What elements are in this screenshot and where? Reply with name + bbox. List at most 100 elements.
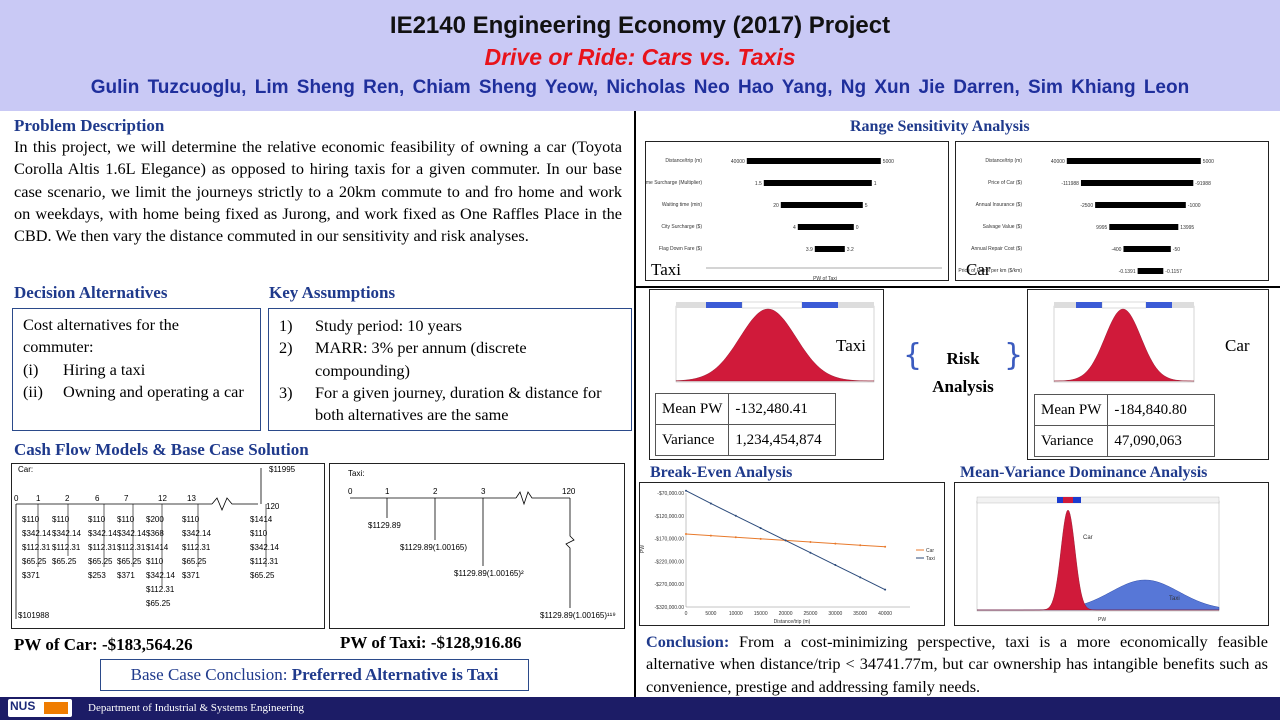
breakeven-xlabel: Distance/trip (m) [774,619,811,625]
nus-logo-text: NUS [10,699,36,713]
tornado-bar [1095,202,1186,208]
tornado-bar [1109,224,1179,230]
car-mean-value: -184,840.80 [1107,394,1216,426]
taxi-flow-120: $1129.89(1.00165)¹¹⁹ [540,611,616,620]
breakeven-point [809,541,812,544]
car-cashflow-value: $65.25 [250,571,275,580]
breakeven-point [859,544,862,547]
taxi-flow-3: $1129.89(1.00165)² [454,569,524,578]
tornado-bar [1080,180,1194,186]
decision-item: (ii) Owning and operating a car [23,381,244,401]
breakeven-point [734,536,737,539]
breakeven-ytick: -$170,000.00 [655,537,685,543]
tornado-parameter: Price of Petrol per km ($/km) [958,268,1022,274]
tornado-parameter: Annual Repair Cost ($) [971,246,1022,252]
tornado-axis-title: PW of Taxi [813,276,837,280]
tornado-low: -0.1391 [1119,269,1136,275]
car-cashflow-value: $110 [182,515,200,524]
pw-car: PW of Car: -$183,564.26 [14,635,193,654]
tornado-low: -400 [1111,247,1121,253]
car-mean-label: Mean PW [1033,394,1109,426]
car-cashflow-value: $110 [250,529,268,538]
tornado-high: 5 [865,203,868,209]
car-cashflow-top: $11995 [269,465,296,474]
car-tick: 12 [158,494,167,503]
car-tick: 120 [266,502,280,511]
taxi-flow-1: $1129.89 [368,521,401,530]
breakeven-xtick: 10000 [729,611,743,617]
car-cashflow-value: $371 [117,571,135,580]
car-cashflow-label: Car: [18,465,33,474]
car-cashflow-value: $112.31 [52,543,81,552]
breakeven-xtick: 30000 [828,611,842,617]
range-divider [636,286,1280,288]
tornado-high: 5000 [1203,159,1214,165]
tornado-parameter: Annual Insurance ($) [976,202,1023,208]
taxi-cashflow-label: Taxi: [348,469,364,478]
nus-logo-shape-icon [44,702,68,714]
tornado-parameter: Flag Down Fare ($) [659,246,702,252]
car-cashflow-value: $112.31 [182,543,211,552]
tornado-low: 40000 [1051,159,1065,165]
car-tick: 13 [187,494,196,503]
assumptions-heading: Key Assumptions [269,283,396,302]
taxi-variance-label: Variance [654,424,730,456]
tornado-high: -91988 [1195,181,1211,187]
breakeven-heading: Break-Even Analysis [650,464,793,481]
tornado-bar [797,224,854,230]
breakeven-point [734,514,737,517]
car-cashflow-diagram: Car: $101988 $11995 0 1 2 6 7 12 13 120 … [11,463,325,629]
poster-subtitle: Drive or Ride: Cars vs. Taxis [484,44,796,70]
car-cashflow-value: $342.14 [117,529,146,538]
meanvar-heading: Mean-Variance Dominance Analysis [960,464,1208,481]
car-cashflow-value: $342.14 [22,529,51,538]
taxi-tornado-chart: Distance/trip (m) 40000 5000 Time Surcharge… [642,141,949,282]
car-cashflow-value: $65.25 [22,557,47,566]
left-brace-icon: { [903,338,923,373]
car-cashflow-value: $110 [117,515,135,524]
breakeven-point [685,533,687,536]
breakeven-ytick: -$220,000.00 [655,559,685,565]
conclusion-body: From a cost-minimizing perspective, taxi… [646,632,1268,696]
taxi-mean-value: -132,480.41 [728,393,837,425]
car-cashflow-value: $368 [146,529,164,538]
tornado-parameter: Salvage Value ($) [983,224,1023,230]
taxi-flow-2: $1129.89(1.00165) [400,543,467,552]
tornado-bar [763,180,872,186]
poster-authors: Gulin Tuzcuoglu, Lim Sheng Ren, Chiam Sh… [90,77,1190,98]
tornado-high: -1000 [1188,203,1201,209]
tornado-parameter: Price of Car ($) [988,180,1022,186]
range-heading: Range Sensitivity Analysis [850,118,1030,135]
breakeven-xtick: 20000 [779,611,793,617]
risk-heading: Risk Analysis [932,349,994,396]
car-tick: 0 [14,494,19,503]
taxi-tick: 120 [562,487,576,496]
breakeven-xtick: 15000 [754,611,768,617]
breakeven-xtick: 0 [685,611,688,617]
breakeven-point [709,534,712,537]
car-cashflow-value: $371 [22,571,40,580]
poster-title: IE2140 Engineering Economy (2017) Projec… [389,12,891,39]
breakeven-point [859,576,862,579]
car-cashflow-value: $1414 [250,515,273,524]
car-cashflow-value: $112.31 [146,585,175,594]
breakeven-xtick: 25000 [803,611,817,617]
car-cashflow-value: $112.31 [22,543,51,552]
breakeven-ytick: -$320,000.00 [655,605,685,611]
car-tornado-chart: Distance/trip (m) 40000 5000 Price of Car (… [955,141,1269,304]
car-cashflow-value: $110 [22,515,40,524]
breakeven-chart: PW Distance/trip (m) Car Taxi -$70,000.0… [639,482,945,626]
taxi-tick: 2 [433,487,438,496]
car-variance-value: 47,090,063 [1107,425,1216,457]
problem-heading: Problem Description [14,116,165,135]
car-cashflow-value: $342.14 [250,543,279,552]
car-cashflow-value: $110 [146,557,164,566]
car-cashflow-value: $371 [182,571,200,580]
taxi-mean-label: Mean PW [654,393,730,425]
breakeven-point [809,551,812,554]
breakeven-point [884,545,887,548]
tornado-bar [1066,158,1201,164]
car-risk-distribution [1053,301,1195,383]
decision-item: (i) Hiring a taxi [23,359,146,379]
breakeven-ytick: -$270,000.00 [655,582,685,588]
